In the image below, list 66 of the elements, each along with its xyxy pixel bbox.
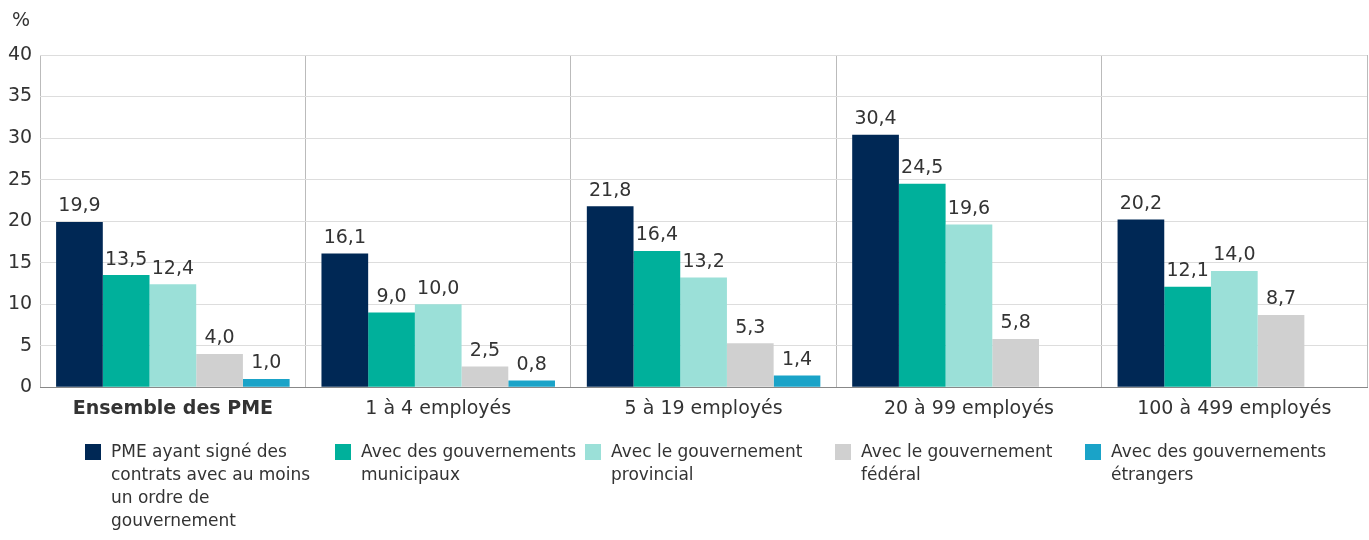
bar xyxy=(726,343,774,387)
bar xyxy=(680,277,727,387)
x-tick-label: 100 à 499 employés xyxy=(1137,395,1332,418)
legend-label: Avec des gouvernements municipaux xyxy=(361,440,578,486)
bar xyxy=(149,284,197,387)
y-tick-label: 10 xyxy=(7,291,33,314)
data-label: 13,5 xyxy=(105,246,148,269)
bar xyxy=(1117,219,1165,387)
data-label: 5,8 xyxy=(1000,310,1031,333)
y-axis-title: % xyxy=(12,8,31,31)
data-label: 1,0 xyxy=(251,350,282,373)
x-tick-label: Ensemble des PME xyxy=(72,395,274,418)
legend-label: Avec le gouvernement provincial xyxy=(611,440,804,486)
bar xyxy=(56,221,103,387)
data-label: 24,5 xyxy=(901,155,944,178)
y-tick-label: 20 xyxy=(7,208,33,231)
data-label: 4,0 xyxy=(204,325,235,348)
data-label: 21,8 xyxy=(589,177,632,200)
bar xyxy=(368,312,415,387)
bar xyxy=(992,339,1040,387)
bar xyxy=(773,375,821,387)
x-tick-label: 1 à 4 employés xyxy=(365,395,512,418)
data-label: 13,2 xyxy=(682,249,725,272)
bar xyxy=(102,275,150,387)
data-label: 8,7 xyxy=(1265,286,1297,309)
legend-label: Avec le gouvernement fédéral xyxy=(861,440,1054,486)
x-tick-label: 20 à 99 employés xyxy=(883,395,1055,418)
bar xyxy=(508,380,555,387)
legend-label: PME ayant signé des contrats avec au moins un ordre de gouvernement xyxy=(111,440,312,532)
data-label: 9,0 xyxy=(376,283,407,306)
bar xyxy=(321,253,369,387)
bar xyxy=(414,304,462,387)
data-label: 10,0 xyxy=(417,275,460,298)
y-tick-label: 35 xyxy=(7,83,33,106)
y-tick-label: 30 xyxy=(7,124,33,147)
data-label: 19,6 xyxy=(947,195,991,218)
bar xyxy=(1164,286,1211,387)
data-label: 0,8 xyxy=(516,351,547,374)
bar xyxy=(1210,270,1258,387)
data-label: 19,9 xyxy=(58,193,101,216)
bar xyxy=(633,251,681,387)
data-label: 16,4 xyxy=(635,222,679,245)
legend-label: Avec des gouvernements étrangers xyxy=(1111,440,1328,486)
data-label: 5,3 xyxy=(735,314,766,337)
data-label: 2,5 xyxy=(469,337,501,360)
bar xyxy=(242,378,290,387)
data-label: 14,0 xyxy=(1213,242,1256,265)
data-label: 12,4 xyxy=(151,255,195,278)
bar xyxy=(852,134,899,387)
data-label: 12,1 xyxy=(1166,258,1209,281)
data-label: 20,2 xyxy=(1119,190,1163,213)
data-label: 1,4 xyxy=(781,347,813,370)
bar xyxy=(898,183,946,387)
data-label: 30,4 xyxy=(854,106,897,129)
y-tick-label: 40 xyxy=(7,41,33,64)
y-tick-label: 25 xyxy=(7,166,33,189)
y-tick-label: 0 xyxy=(20,374,33,397)
bar xyxy=(586,206,634,387)
x-tick-label: 5 à 19 employés xyxy=(624,395,783,418)
bar xyxy=(945,224,993,387)
y-tick-label: 5 xyxy=(20,332,33,355)
bar xyxy=(196,353,243,387)
data-label: 16,1 xyxy=(323,224,366,247)
y-tick-label: 15 xyxy=(7,249,33,272)
bar xyxy=(1257,314,1305,387)
bar xyxy=(461,366,509,387)
